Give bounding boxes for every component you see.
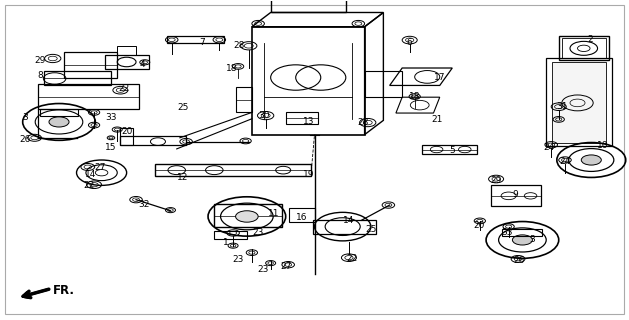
Text: 16: 16 <box>296 212 308 222</box>
Text: 23: 23 <box>232 255 244 264</box>
Text: 21: 21 <box>431 115 442 124</box>
Bar <box>559 36 609 60</box>
Text: 22: 22 <box>347 254 358 263</box>
Bar <box>286 112 318 124</box>
Circle shape <box>236 211 258 222</box>
Text: 26: 26 <box>513 256 525 265</box>
Text: 13: 13 <box>303 117 314 126</box>
Text: 12: 12 <box>177 173 189 182</box>
Circle shape <box>581 155 601 165</box>
Text: 33: 33 <box>501 228 513 237</box>
Text: 18: 18 <box>409 92 420 101</box>
Text: 4: 4 <box>140 60 145 69</box>
Circle shape <box>513 235 532 245</box>
Text: 24: 24 <box>559 157 571 166</box>
Text: 26: 26 <box>19 135 31 144</box>
Text: 10: 10 <box>597 141 608 150</box>
Text: 20: 20 <box>121 127 132 136</box>
Text: 31: 31 <box>556 101 567 111</box>
Text: 5: 5 <box>449 146 455 155</box>
Text: 9: 9 <box>512 190 518 199</box>
Text: 2: 2 <box>587 35 593 44</box>
Text: FR.: FR. <box>53 284 75 297</box>
Polygon shape <box>552 62 606 142</box>
Text: 3: 3 <box>530 235 535 244</box>
Text: 19: 19 <box>303 170 314 179</box>
Text: 22: 22 <box>84 181 95 190</box>
Circle shape <box>49 117 69 127</box>
Text: 8: 8 <box>37 71 43 80</box>
Text: 18: 18 <box>226 63 238 73</box>
Text: 7: 7 <box>199 38 204 47</box>
Text: 33: 33 <box>105 113 117 122</box>
Text: 27: 27 <box>94 164 106 172</box>
Text: 6: 6 <box>407 38 413 47</box>
Text: 11: 11 <box>268 209 279 219</box>
Text: 30: 30 <box>259 111 270 120</box>
Text: 29: 29 <box>35 56 46 65</box>
Text: 28: 28 <box>233 41 245 50</box>
Text: 24: 24 <box>543 143 555 152</box>
Text: 14: 14 <box>85 170 96 179</box>
Bar <box>562 38 606 59</box>
Text: 17: 17 <box>434 73 445 82</box>
Text: 15: 15 <box>105 143 117 152</box>
Text: 14: 14 <box>343 216 355 225</box>
Text: 23: 23 <box>257 265 269 274</box>
Text: 29: 29 <box>491 176 502 185</box>
Text: 20: 20 <box>473 220 484 229</box>
Text: 28: 28 <box>358 118 369 127</box>
Text: 3: 3 <box>22 113 28 122</box>
Text: 22: 22 <box>118 84 129 93</box>
Text: 1: 1 <box>223 238 228 247</box>
Text: 27: 27 <box>281 262 292 271</box>
Text: 25: 25 <box>177 103 189 112</box>
Text: 23: 23 <box>252 228 264 237</box>
Text: 32: 32 <box>138 200 150 209</box>
Text: 25: 25 <box>365 225 377 234</box>
